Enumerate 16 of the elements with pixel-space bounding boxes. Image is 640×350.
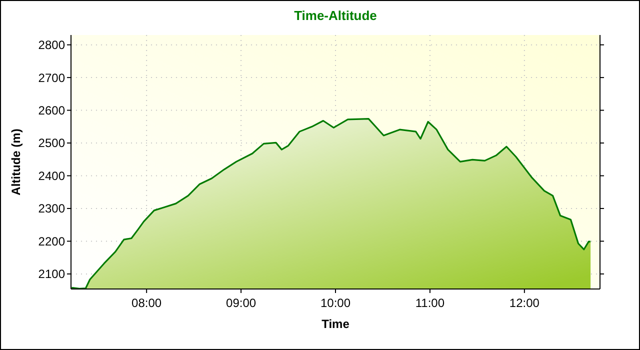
y-tick-label: 2400 (38, 168, 66, 183)
y-tick-label: 2300 (38, 202, 66, 216)
x-tick-label: 11:00 (415, 296, 445, 310)
x-tick-label: 12:00 (509, 296, 540, 310)
y-tick-label: 2700 (38, 70, 66, 85)
x-tick-label: 08:00 (132, 296, 162, 310)
y-axis-title: Altitude (m) (9, 128, 23, 196)
y-tick-label: 2200 (38, 234, 66, 248)
x-axis-title: Time (322, 317, 350, 331)
y-tick-label: 2500 (38, 136, 66, 150)
y-tick-label: 2100 (38, 267, 66, 282)
y-tick-label: 2800 (38, 38, 66, 52)
chart-title: Time-Altitude (294, 8, 377, 23)
y-tick-label: 2600 (38, 103, 66, 118)
x-tick-label: 09:00 (226, 296, 256, 310)
x-tick-label: 10:00 (320, 296, 351, 310)
